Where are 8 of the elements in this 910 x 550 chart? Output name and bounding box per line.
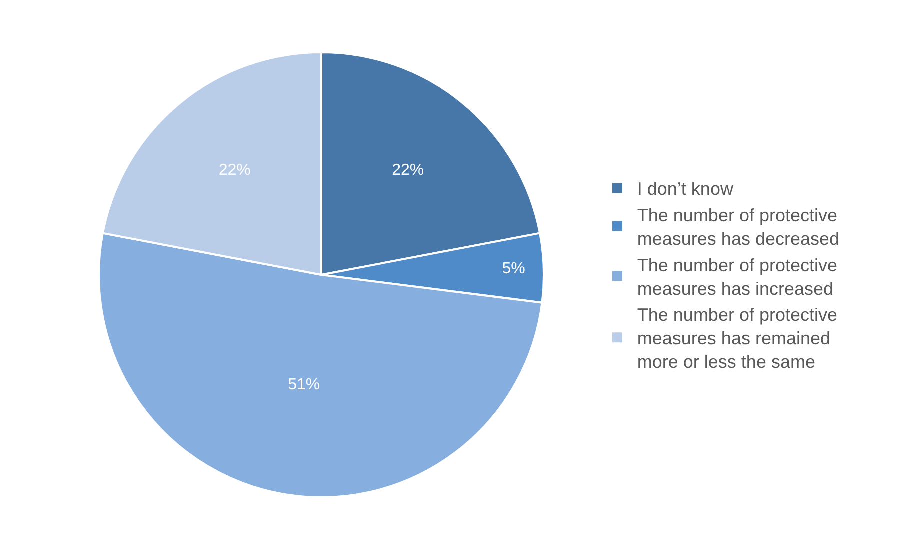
data-label: 22% <box>392 162 424 179</box>
data-label: 5% <box>502 260 526 278</box>
legend-label: The number of protective measures has remained more or less the same <box>637 305 838 372</box>
legend-label: The number of protective measures has decreased <box>637 206 840 250</box>
legend-label: The number of protective measures has increased <box>637 255 838 299</box>
data-label: 51% <box>288 376 320 394</box>
legend-label: I don’t know <box>637 179 734 200</box>
data-label: 22% <box>218 162 251 179</box>
